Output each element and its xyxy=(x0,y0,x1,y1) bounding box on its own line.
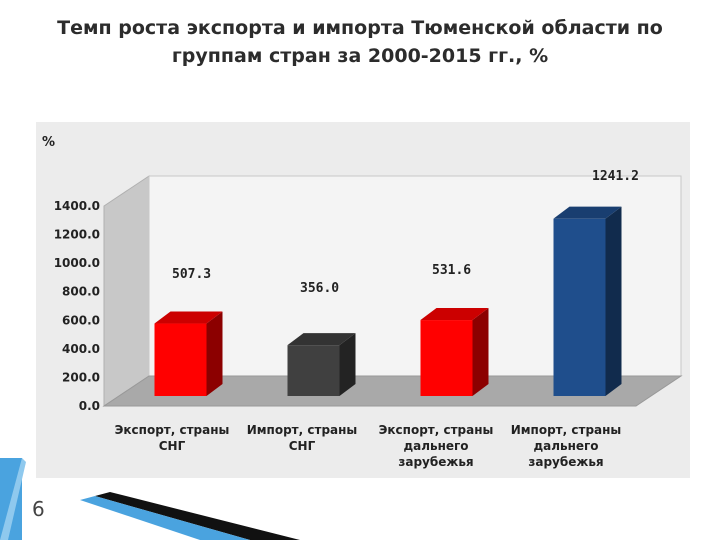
category-label: дальнего xyxy=(533,439,598,453)
y-tick-label: 400.0 xyxy=(62,342,100,356)
bar-top xyxy=(154,311,223,324)
y-tick-label: 0.0 xyxy=(79,399,100,413)
category-label: Импорт, страны xyxy=(511,423,622,437)
page-number: 6 xyxy=(32,497,45,521)
category-label: Экспорт, страны xyxy=(115,423,230,437)
category-label: зарубежья xyxy=(528,455,603,469)
slide-title: Темп роста экспорта и импорта Тюменской … xyxy=(57,17,663,67)
category-label: зарубежья xyxy=(398,455,473,469)
bar-top xyxy=(287,333,356,346)
y-tick-label: 1000.0 xyxy=(54,256,100,270)
bar xyxy=(553,218,606,396)
chart-side-wall xyxy=(103,175,150,407)
bar-side xyxy=(206,311,223,396)
bar xyxy=(287,345,340,396)
bar-side xyxy=(339,333,356,396)
swoosh-dark xyxy=(95,492,300,540)
bar xyxy=(420,320,473,396)
bar xyxy=(154,323,207,396)
category-label: СНГ xyxy=(159,439,186,453)
data-label: 356.0 xyxy=(300,281,339,296)
y-tick-label: 1400.0 xyxy=(54,199,100,213)
y-tick-label: 1200.0 xyxy=(54,228,100,242)
data-label: 507.3 xyxy=(172,267,211,282)
y-axis-label: % xyxy=(42,135,55,150)
bar-top xyxy=(420,308,489,321)
data-label: 1241.2 xyxy=(592,169,639,184)
bar-side xyxy=(605,206,622,396)
y-tick-label: 800.0 xyxy=(62,285,100,299)
y-tick-label: 200.0 xyxy=(62,370,100,384)
category-label: Экспорт, страны xyxy=(379,423,494,437)
category-label: дальнего xyxy=(403,439,468,453)
category-label: Импорт, страны xyxy=(247,423,358,437)
bar-top xyxy=(553,206,622,219)
accent-block-light xyxy=(0,458,26,540)
bar-chart: % 0.0 200.0 400.0 600.0 800.0 1000.0 1200.0 1400… xyxy=(42,135,683,469)
chart-floor xyxy=(102,375,683,407)
y-tick-label: 600.0 xyxy=(62,313,100,327)
swoosh-light xyxy=(80,496,250,540)
category-label: СНГ xyxy=(289,439,316,453)
bar-side xyxy=(472,308,489,396)
decorative-swoosh xyxy=(0,458,300,540)
chart-panel: % 0.0 200.0 400.0 600.0 800.0 1000.0 1200.0 1400… xyxy=(36,122,690,478)
data-label: 531.6 xyxy=(432,263,471,278)
